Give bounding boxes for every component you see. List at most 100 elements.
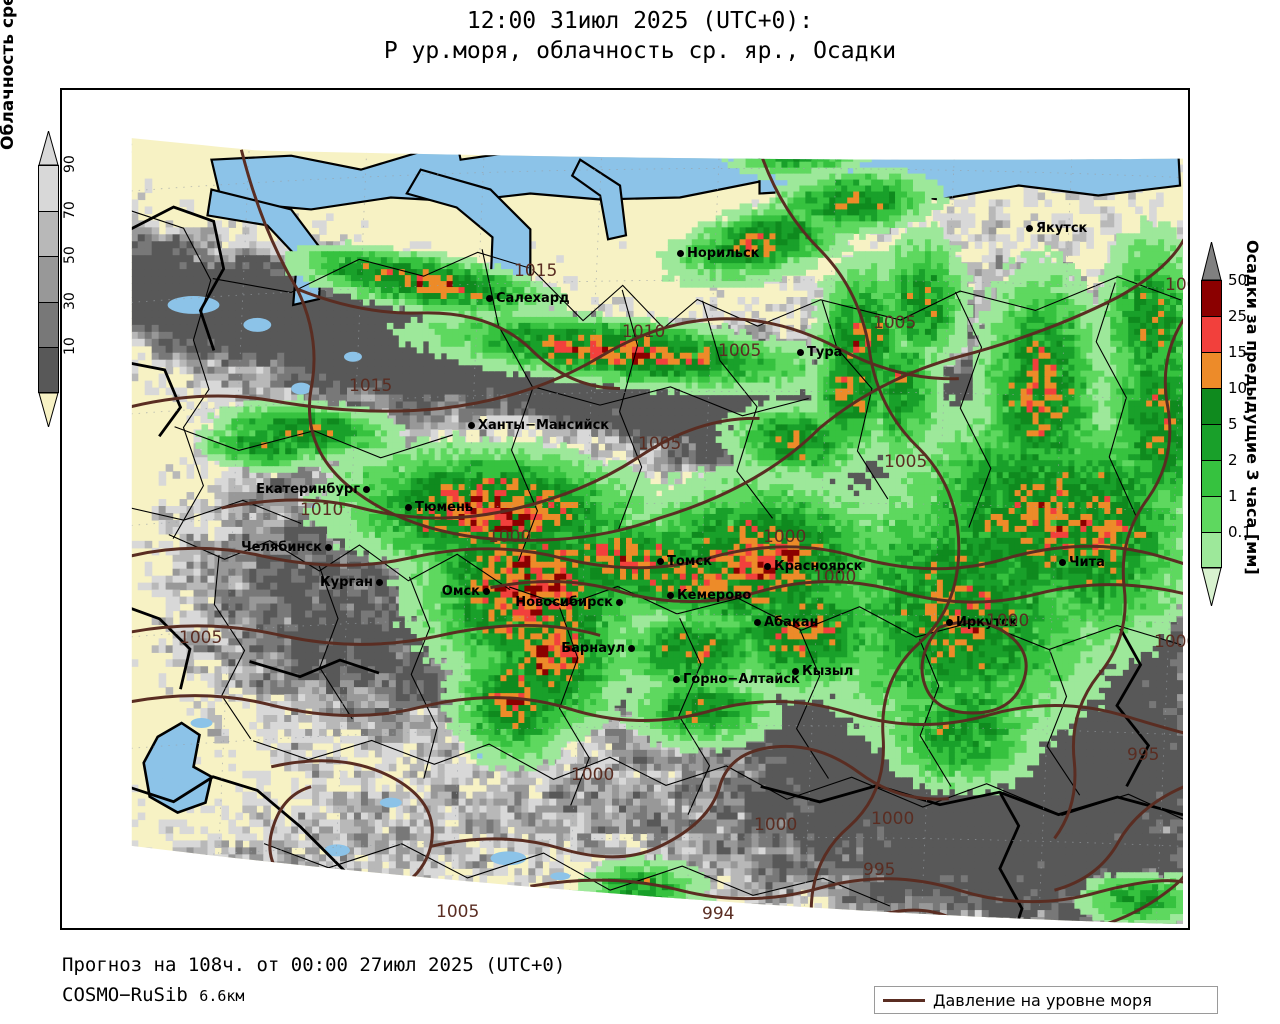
city-marker-dot [657, 558, 664, 565]
isobar-label: 1005 [718, 343, 761, 360]
city-marker-dot [754, 619, 761, 626]
isobar-label: 1010 [622, 324, 665, 341]
cloud-colorbar-tick: 10 [62, 329, 78, 356]
city-label: Челябинск [241, 541, 332, 554]
isobar-label: 1005 [873, 315, 916, 332]
city-label: Горно−Алтайск [673, 673, 800, 686]
precip-colorbar-title: Осадки за предыдущие 3 часа [мм] [1240, 240, 1262, 660]
city-label: Тура [797, 346, 842, 359]
city-label: Салехард [486, 292, 570, 305]
precip-colorbar-segment [1201, 532, 1222, 568]
isobar-label: 994 [702, 906, 734, 923]
cloud-colorbar-segment [38, 165, 59, 211]
city-label: Абакан [754, 616, 819, 629]
title-line-1: 12:00 31июл 2025 (UTC+0): [0, 6, 1280, 36]
city-name: Кызыл [802, 665, 853, 678]
city-label: Омск [442, 585, 490, 598]
city-marker-dot [946, 619, 953, 626]
city-marker-dot [1059, 559, 1066, 566]
footer: Прогноз на 108ч. от 00:00 27июл 2025 (UT… [62, 950, 565, 1011]
pressure-line-swatch [883, 998, 925, 1002]
isobar-label: 1000 [488, 529, 531, 546]
pressure-legend: Давление на уровне моря [874, 986, 1218, 1014]
cloud-colorbar-tick: 50 [62, 238, 78, 264]
city-name: Кемерово [677, 589, 751, 602]
precip-colorbar-segment [1201, 352, 1222, 388]
city-name: Чита [1069, 556, 1105, 569]
city-marker-dot [1026, 225, 1033, 232]
isobar-label: 1000 [871, 811, 914, 828]
title-line-2: P ур.моря, облачность ср. яр., Осадки [0, 36, 1280, 66]
city-label: Иркутск [946, 616, 1018, 629]
isobar-label: 1005 [638, 436, 681, 453]
map-field-layer [131, 138, 1184, 925]
isobar-label: 1000 [813, 569, 856, 586]
model-name: COSMO−RuSib [62, 984, 188, 1006]
isobar-label: 1000 [986, 613, 1029, 630]
precip-colorbar-segment [1201, 316, 1222, 352]
city-marker-dot [486, 295, 493, 302]
graticule [131, 143, 1184, 925]
isobar-label: 1005 [179, 630, 222, 647]
precip-colorbar-tip-bottom [1201, 567, 1222, 607]
city-marker-dot [483, 588, 490, 595]
city-label: Барнаул [561, 642, 635, 655]
city-label: Норильск [677, 247, 760, 260]
isobar-label: 1005 [1165, 277, 1188, 294]
city-marker-dot [363, 486, 370, 493]
precip-colorbar-segment [1201, 424, 1222, 460]
precip-colorbar-segment [1201, 388, 1222, 424]
model-info: COSMO−RuSib 6.6км [62, 980, 565, 1011]
precip-colorbar [1201, 241, 1222, 607]
weather-map[interactable]: Якутск Норильск Тура Салехард Ханты−Мансийск… [60, 88, 1190, 930]
city-label: Тюмень [405, 501, 473, 514]
isobar-label: 1000 [1154, 634, 1188, 651]
city-name: Курган [320, 576, 373, 589]
map-raster [62, 90, 1188, 928]
cloud-colorbar-segment [38, 347, 59, 393]
city-marker-dot [468, 422, 475, 429]
city-marker-dot [677, 250, 684, 257]
city-name: Горно−Алтайск [683, 673, 800, 686]
precip-colorbar-tick: 15 [1228, 345, 1247, 360]
precip-colorbar-tick: 1 [1228, 489, 1238, 504]
isobar-label: 1005 [436, 904, 479, 921]
city-label: Новосибирск [515, 596, 623, 609]
city-label: Ханты−Мансийск [468, 419, 609, 432]
precip-colorbar-tick: 25 [1228, 309, 1247, 324]
city-name: Салехард [496, 292, 570, 305]
city-marker-dot [376, 579, 383, 586]
city-label: Екатеринбург [256, 483, 370, 496]
isobar-label: 1005 [884, 454, 927, 471]
city-marker-dot [797, 349, 804, 356]
cloud-colorbar-tick: 30 [62, 284, 78, 310]
isobar-label: 1010 [300, 502, 343, 519]
cloud-colorbar [38, 129, 59, 429]
city-name: Красноярск [774, 560, 863, 573]
city-name: Ханты−Мансийск [478, 419, 609, 432]
city-marker-dot [764, 563, 771, 570]
city-marker-dot [405, 504, 412, 511]
city-name: Норильск [687, 247, 760, 260]
pressure-legend-label: Давление на уровне моря [933, 991, 1152, 1010]
cloud-colorbar-segment [38, 301, 59, 348]
precip-colorbar-tick: 0.1 [1228, 525, 1252, 540]
cloud-colorbar-title: Облачность среднего яруса [%] [0, 0, 22, 150]
city-name: Барнаул [561, 642, 625, 655]
city-marker-dot [673, 676, 680, 683]
isobar-label: 995 [1127, 747, 1159, 764]
cloud-colorbar-segment [38, 256, 59, 302]
cloud-colorbar-tick: 70 [62, 193, 78, 219]
city-marker-dot [616, 599, 623, 606]
isobar-contours [131, 149, 1184, 925]
isobar-label: 995 [863, 862, 895, 879]
city-label: Кызыл [792, 665, 853, 678]
precip-colorbar-segment [1201, 496, 1222, 532]
city-name: Иркутск [956, 616, 1018, 629]
city-name: Якутск [1036, 222, 1087, 235]
precip-colorbar-tip-top [1201, 241, 1222, 281]
city-name: Омск [442, 585, 480, 598]
precip-colorbar-tick: 50 [1228, 273, 1247, 288]
city-name: Челябинск [241, 541, 322, 554]
cloud-colorbar-tick: 90 [62, 147, 78, 173]
